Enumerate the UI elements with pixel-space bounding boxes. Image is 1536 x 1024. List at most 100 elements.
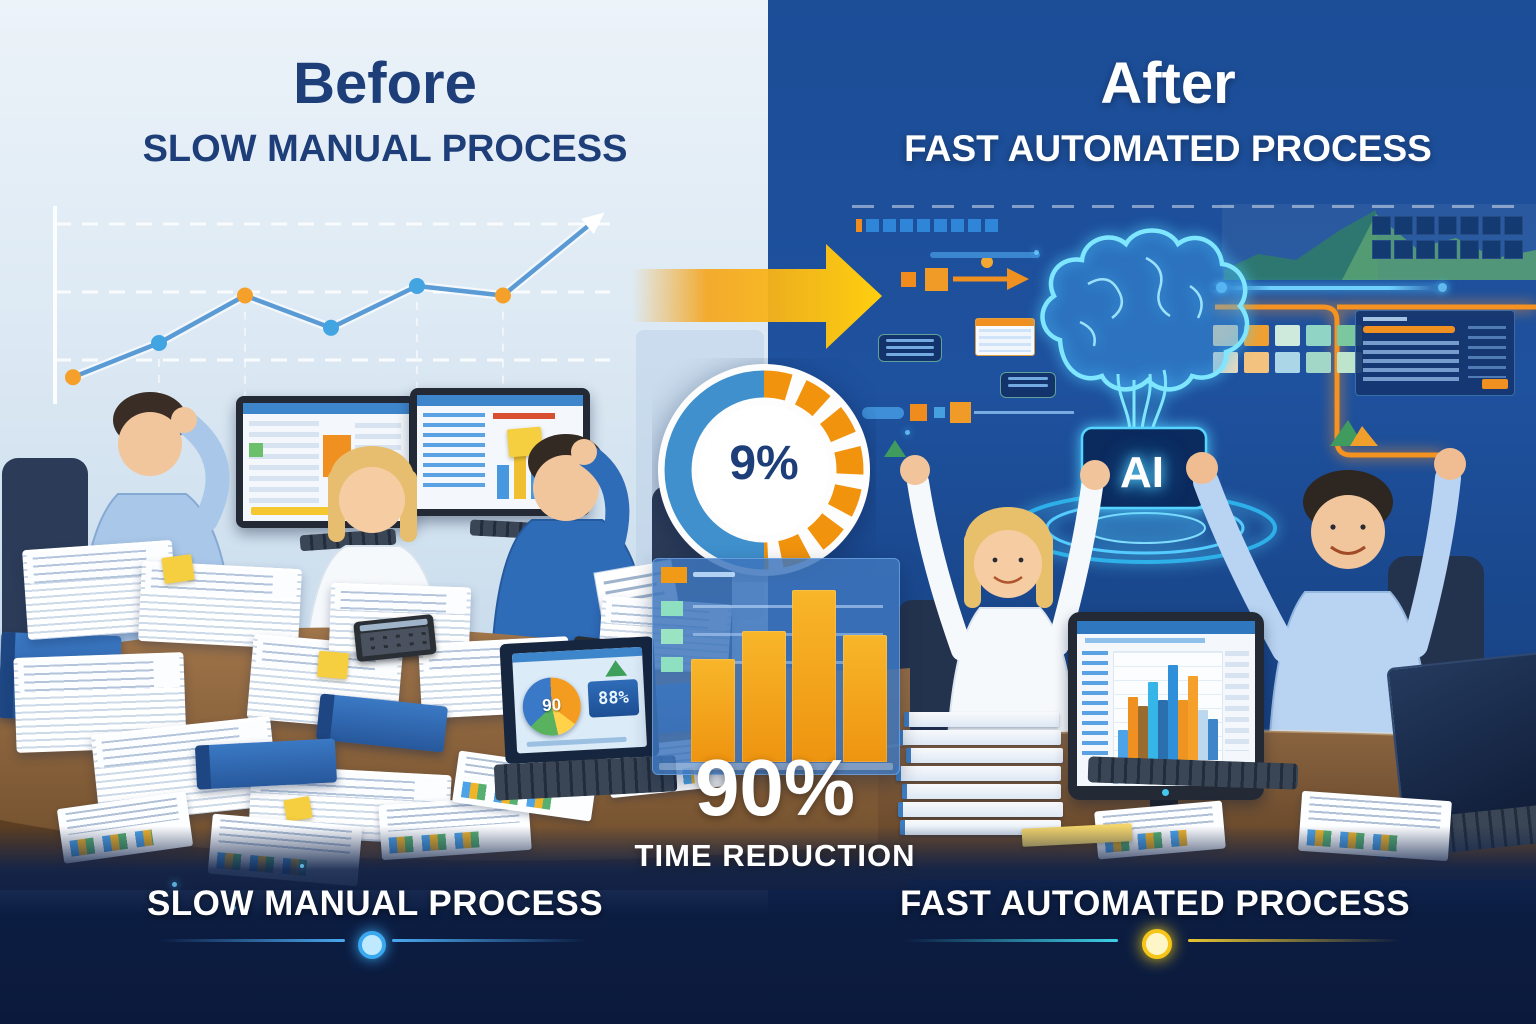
monitor-bar [1188,675,1198,760]
glow-line [1212,286,1448,290]
after-divider-left [905,939,1118,942]
status-bar-line [930,252,1040,258]
woman2-fist [900,455,930,485]
mini-window-rows [979,329,1031,352]
grid-square [1372,240,1391,259]
grid-line [693,661,883,664]
laptop-footer-line [526,736,627,747]
monitor-bar [1148,682,1158,760]
blue-square [900,219,913,232]
monitor-bar-chart [1114,652,1222,760]
grid-square [1416,240,1435,259]
blue-square [985,219,998,232]
power-led [1162,789,1169,796]
pie-chart: 90 [521,676,583,738]
data-point [323,319,339,336]
grid-square [1438,216,1457,235]
woman2-fist [1080,460,1110,490]
man1-hand [171,407,197,433]
blue-square [951,219,964,232]
bar-blue [497,465,509,499]
status-squares-row [856,219,998,232]
man2-face [533,455,599,521]
color-tile [1306,325,1331,346]
big-metric-label: TIME REDUCTION [634,838,916,873]
grid-square [1504,240,1523,259]
sidebar-rows [1225,651,1249,751]
monitor-bar [1178,699,1188,760]
woman1-face [339,467,405,533]
after-title: After [1100,51,1236,116]
counter-badge: 88% [587,679,640,718]
after-caption: FAST AUTOMATED PROCESS [899,884,1411,923]
man3-arm-right [1402,465,1461,658]
grid-line [693,633,883,636]
man3-fist [1434,448,1466,480]
blue-square [934,407,945,418]
booklet [906,748,1063,763]
before-divider-left [160,939,345,942]
orange-square [950,402,971,423]
transformation-arrow [632,244,882,349]
woman1-hair-lock [328,470,345,542]
before-title: Before [293,51,477,116]
big-metric-value: 90% [694,743,856,832]
grid-square [1394,216,1413,235]
grid-square [1460,240,1479,259]
trend-line-chart [53,206,610,404]
monitor-bar [1128,697,1138,760]
panel-base-strip [659,763,893,770]
grid-square [1504,216,1523,235]
monitor-bar [1208,718,1218,760]
progress-gauge: 9% [652,358,876,582]
chip-panel [1000,372,1056,398]
mountain-icon [1330,420,1378,446]
before-caption: SLOW MANUAL PROCESS [146,884,604,923]
man2-arm [576,444,630,558]
window-titlebar [417,395,583,406]
panel-progress-orange [1363,326,1455,333]
laptop-screen: 90 88% [511,646,648,754]
green-cell [249,443,263,457]
booklet [898,802,1063,817]
up-arrow-icon [604,659,628,677]
dashboard-panel [1355,310,1515,396]
after-divider-dot [1142,929,1172,959]
legend-label-line [693,572,735,577]
blue-square [866,219,879,232]
smile [993,575,1023,584]
orange-bar [691,659,735,762]
orange-bar [842,634,887,762]
glow-node [1438,283,1447,292]
eye [992,557,998,563]
woman2-arm-left [907,471,973,661]
toolbar-line [1085,638,1205,643]
before-subtitle: SLOW MANUAL PROCESS [142,128,628,170]
gauge-orange-segments [763,370,864,570]
blue-square [917,219,930,232]
side-swatch-green [661,629,683,644]
data-point [409,278,425,294]
orange-bar-panel [652,558,900,775]
counter-value: 88% [597,687,630,710]
data-point [237,287,253,304]
sheet-lines [1308,796,1442,830]
dashed-guideline [852,205,1528,208]
blue-pill [862,407,904,419]
monitor-bar [1118,729,1128,760]
color-tile [1244,325,1269,346]
woman1-hair-lock [400,470,417,542]
color-tile [1244,352,1269,373]
side-swatch-green [661,601,683,616]
grid-square [1482,240,1501,259]
booklet [898,730,1061,745]
gauge-inner-disc [699,405,829,535]
orange-square [910,404,927,421]
blue-folder [194,738,338,790]
yellow-progress [251,507,361,515]
blue-square [934,219,947,232]
glow-speck [1034,250,1039,255]
woman2-hair-lock [1036,532,1053,608]
glow-node [1216,282,1227,293]
blue-square [883,219,896,232]
